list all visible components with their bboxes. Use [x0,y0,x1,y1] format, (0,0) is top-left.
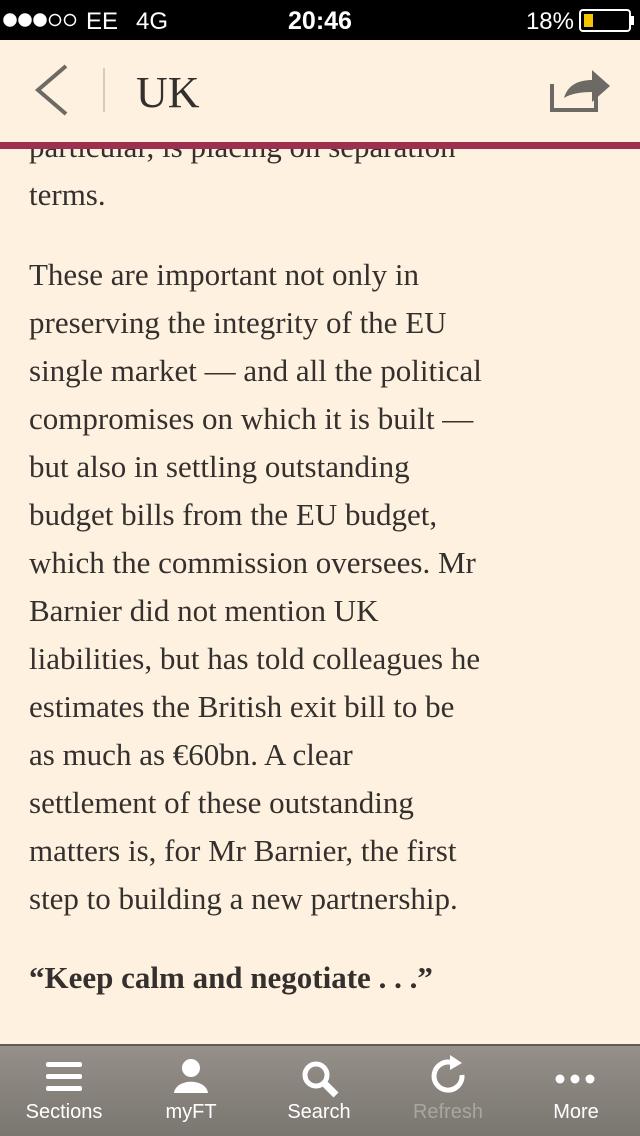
article-line: as much as €60bn. A clear [29,737,353,772]
back-button[interactable] [34,64,68,116]
article-line: compromises on which it is built — [29,401,474,436]
battery-icon [579,9,634,32]
article-line: liabilities, but has told colleagues he [29,641,480,676]
status-bar [0,0,640,40]
article-line: terms. [29,177,106,212]
article-line: These are important not only in [29,257,419,292]
article: particular, is placing on separationterm… [29,129,482,995]
article-line: budget bills from the EU budget, [29,497,437,532]
tab-label[interactable]: Refresh [413,1101,483,1123]
article-line: settlement of these outstanding [29,785,414,820]
article-line: step to building a new partnership. [29,881,458,916]
signal [3,13,77,27]
header-bar [0,40,640,142]
network: 4G [136,8,168,35]
tab-label[interactable]: More [553,1101,599,1123]
share-button[interactable] [550,70,610,112]
article-line: matters is, for Mr Barnier, the first [29,833,457,868]
tabs: Sections myFT Search Refresh More [26,1101,599,1123]
header-rule [0,142,640,149]
tab-icons [46,1055,595,1098]
article-line: preserving the integrity of the EU [29,305,447,340]
header-title: UK [136,68,200,117]
battery-percent: 18% [526,8,574,35]
article-line: but also in settling outstanding [29,449,410,484]
tab-bar [0,1045,640,1136]
tab-label[interactable]: myFT [165,1101,216,1123]
carrier: EE [86,8,118,35]
tab-label[interactable]: Search [287,1101,350,1123]
article-line: Barnier did not mention UK [29,593,379,628]
article-line: estimates the British exit bill to be [29,689,454,724]
tab-label[interactable]: Sections [26,1101,103,1123]
article-line: single market — and all the political [29,353,482,388]
clock: 20:46 [288,7,352,35]
article-line: which the commission oversees. Mr [29,545,477,580]
article-subheading: “Keep calm and negotiate . . .” [29,960,433,995]
